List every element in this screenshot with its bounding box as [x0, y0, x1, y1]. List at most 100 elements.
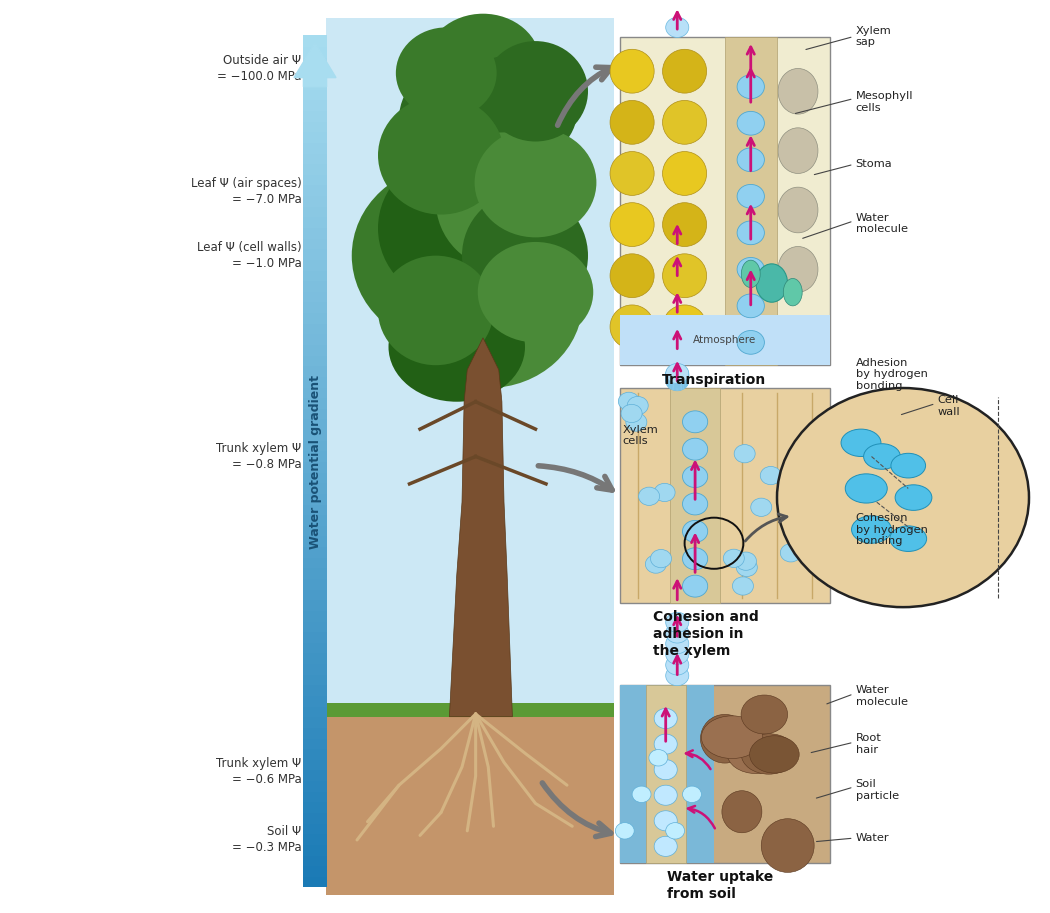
Ellipse shape: [378, 96, 504, 215]
Circle shape: [654, 760, 677, 780]
Bar: [303, 843, 327, 855]
Circle shape: [654, 708, 677, 729]
Circle shape: [737, 257, 764, 281]
Circle shape: [737, 75, 764, 99]
Circle shape: [682, 520, 708, 542]
Bar: [303, 35, 327, 47]
Text: Adhesion
by hydrogen
bonding: Adhesion by hydrogen bonding: [856, 358, 927, 391]
Bar: [326, 18, 614, 712]
Circle shape: [666, 363, 689, 383]
Text: Cohesion and
adhesion in
the xylem: Cohesion and adhesion in the xylem: [653, 610, 759, 658]
Bar: [303, 300, 327, 313]
Ellipse shape: [756, 264, 788, 302]
Text: Leaf Ψ (cell walls)
= −1.0 MPa: Leaf Ψ (cell walls) = −1.0 MPa: [196, 241, 301, 270]
Circle shape: [666, 666, 689, 686]
Text: Water
molecule: Water molecule: [856, 213, 908, 235]
Ellipse shape: [778, 247, 818, 292]
Bar: [303, 290, 327, 302]
Text: Outside air Ψ
= −100.0 MPa: Outside air Ψ = −100.0 MPa: [217, 54, 301, 83]
Circle shape: [654, 734, 677, 754]
Circle shape: [682, 493, 708, 515]
Circle shape: [622, 404, 643, 423]
Bar: [620, 685, 830, 863]
Bar: [303, 88, 327, 100]
Ellipse shape: [425, 14, 541, 114]
Bar: [303, 535, 327, 547]
Bar: [303, 492, 327, 505]
Bar: [303, 385, 327, 398]
Bar: [303, 258, 327, 270]
Bar: [303, 705, 327, 718]
Circle shape: [682, 548, 708, 570]
Ellipse shape: [663, 49, 707, 93]
Circle shape: [666, 367, 689, 387]
Bar: [303, 726, 327, 739]
Ellipse shape: [610, 254, 654, 298]
Bar: [620, 315, 830, 365]
Bar: [326, 703, 614, 717]
Circle shape: [737, 331, 764, 354]
Bar: [303, 748, 327, 760]
Circle shape: [737, 111, 764, 135]
Ellipse shape: [436, 132, 572, 269]
Text: Trunk xylem Ψ
= −0.8 MPa: Trunk xylem Ψ = −0.8 MPa: [216, 442, 301, 471]
Circle shape: [666, 623, 689, 643]
Text: Stoma: Stoma: [856, 160, 892, 169]
Bar: [620, 685, 714, 863]
Bar: [303, 524, 327, 537]
Bar: [303, 311, 327, 324]
Ellipse shape: [863, 444, 901, 469]
Bar: [303, 673, 327, 686]
Ellipse shape: [852, 516, 891, 543]
Bar: [303, 99, 327, 111]
Circle shape: [654, 836, 677, 856]
Bar: [303, 332, 327, 345]
Bar: [303, 449, 327, 462]
Ellipse shape: [727, 732, 785, 773]
Text: Leaf Ψ (air spaces)
= −7.0 MPa: Leaf Ψ (air spaces) = −7.0 MPa: [191, 177, 301, 206]
Bar: [303, 184, 327, 196]
Ellipse shape: [396, 27, 497, 119]
Ellipse shape: [610, 100, 654, 144]
Bar: [303, 226, 327, 238]
Ellipse shape: [841, 429, 881, 456]
Ellipse shape: [399, 59, 536, 178]
Ellipse shape: [663, 100, 707, 144]
Circle shape: [737, 184, 764, 208]
Ellipse shape: [890, 454, 926, 478]
Ellipse shape: [750, 736, 799, 773]
Bar: [303, 790, 327, 803]
Circle shape: [666, 634, 689, 654]
Circle shape: [666, 645, 689, 665]
Bar: [303, 439, 327, 451]
Ellipse shape: [475, 128, 596, 237]
Bar: [303, 428, 327, 441]
Bar: [303, 588, 327, 600]
Bar: [303, 279, 327, 292]
Bar: [670, 388, 720, 603]
Ellipse shape: [783, 278, 802, 306]
Bar: [303, 353, 327, 366]
Bar: [303, 513, 327, 526]
Bar: [303, 120, 327, 132]
Bar: [303, 652, 327, 664]
Ellipse shape: [663, 254, 707, 298]
Ellipse shape: [700, 714, 750, 763]
Circle shape: [646, 555, 667, 573]
Circle shape: [666, 371, 689, 391]
Text: Xylem
cells: Xylem cells: [623, 425, 658, 446]
Circle shape: [682, 575, 708, 597]
Circle shape: [638, 488, 659, 506]
Bar: [303, 716, 327, 728]
Text: Water potential gradient: Water potential gradient: [309, 375, 321, 549]
Bar: [326, 712, 614, 895]
Circle shape: [666, 613, 689, 633]
Text: Atmosphere: Atmosphere: [693, 335, 756, 345]
Text: Water
molecule: Water molecule: [856, 685, 908, 707]
Ellipse shape: [741, 695, 788, 734]
Bar: [303, 364, 327, 377]
Bar: [724, 37, 777, 365]
Ellipse shape: [778, 128, 818, 173]
Circle shape: [777, 388, 1029, 607]
Bar: [303, 343, 327, 356]
